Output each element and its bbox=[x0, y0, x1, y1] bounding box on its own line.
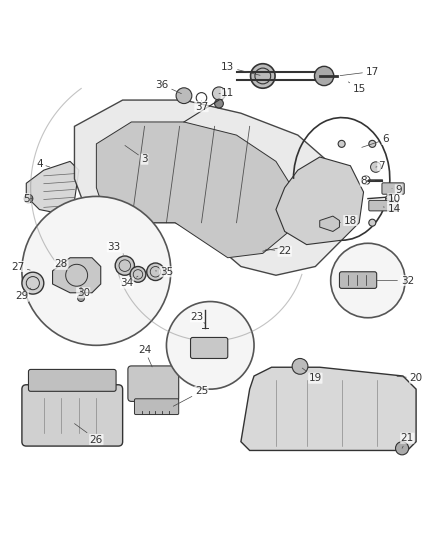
Circle shape bbox=[78, 295, 85, 302]
Circle shape bbox=[22, 272, 44, 294]
Circle shape bbox=[369, 140, 376, 147]
Circle shape bbox=[22, 197, 171, 345]
Text: 18: 18 bbox=[339, 215, 357, 225]
Polygon shape bbox=[96, 122, 298, 258]
Text: 15: 15 bbox=[348, 82, 366, 94]
Text: 29: 29 bbox=[15, 288, 31, 301]
Text: 22: 22 bbox=[265, 246, 291, 256]
Circle shape bbox=[215, 99, 223, 108]
FancyBboxPatch shape bbox=[339, 272, 377, 288]
Text: 14: 14 bbox=[383, 204, 401, 214]
Circle shape bbox=[292, 359, 308, 374]
Text: 13: 13 bbox=[221, 62, 260, 75]
Text: 21: 21 bbox=[401, 433, 414, 448]
FancyBboxPatch shape bbox=[382, 183, 404, 194]
Circle shape bbox=[176, 88, 192, 103]
Circle shape bbox=[371, 162, 381, 172]
Polygon shape bbox=[241, 367, 416, 450]
FancyBboxPatch shape bbox=[22, 385, 123, 446]
Text: 36: 36 bbox=[155, 80, 181, 94]
Text: 37: 37 bbox=[195, 101, 208, 111]
Circle shape bbox=[386, 184, 393, 191]
Circle shape bbox=[369, 219, 376, 226]
FancyBboxPatch shape bbox=[28, 369, 116, 391]
Circle shape bbox=[212, 87, 226, 100]
Polygon shape bbox=[276, 157, 364, 245]
Circle shape bbox=[130, 266, 146, 282]
Polygon shape bbox=[26, 161, 79, 214]
Circle shape bbox=[338, 140, 345, 147]
Circle shape bbox=[251, 64, 275, 88]
Circle shape bbox=[147, 263, 164, 280]
Text: 33: 33 bbox=[107, 242, 124, 254]
Text: 32: 32 bbox=[377, 276, 414, 286]
Text: 27: 27 bbox=[11, 262, 30, 271]
Text: 7: 7 bbox=[376, 161, 385, 171]
Text: 6: 6 bbox=[362, 134, 389, 147]
Text: 11: 11 bbox=[219, 88, 234, 99]
Text: 20: 20 bbox=[397, 373, 423, 383]
Text: 9: 9 bbox=[392, 185, 402, 195]
FancyBboxPatch shape bbox=[369, 200, 398, 211]
FancyBboxPatch shape bbox=[191, 337, 228, 359]
Text: 23: 23 bbox=[191, 312, 205, 324]
Text: 3: 3 bbox=[125, 146, 148, 164]
Text: 8: 8 bbox=[360, 176, 375, 186]
Text: 17: 17 bbox=[340, 67, 379, 77]
Text: 25: 25 bbox=[173, 386, 208, 406]
Text: 28: 28 bbox=[55, 260, 68, 269]
Text: 5: 5 bbox=[23, 193, 33, 204]
Circle shape bbox=[385, 195, 392, 202]
Text: 26: 26 bbox=[74, 424, 103, 445]
Polygon shape bbox=[74, 100, 350, 275]
Circle shape bbox=[166, 302, 254, 389]
Circle shape bbox=[115, 256, 134, 275]
Text: 19: 19 bbox=[302, 368, 322, 383]
Text: 4: 4 bbox=[36, 159, 50, 168]
Polygon shape bbox=[320, 216, 339, 231]
Circle shape bbox=[314, 66, 334, 86]
FancyBboxPatch shape bbox=[128, 366, 179, 401]
Circle shape bbox=[24, 194, 33, 203]
Text: 30: 30 bbox=[77, 288, 90, 298]
Circle shape bbox=[396, 442, 409, 455]
Text: 24: 24 bbox=[138, 345, 152, 367]
Polygon shape bbox=[53, 258, 101, 293]
Text: 10: 10 bbox=[385, 193, 401, 204]
Text: 34: 34 bbox=[120, 276, 138, 288]
FancyBboxPatch shape bbox=[134, 399, 179, 415]
Circle shape bbox=[331, 243, 405, 318]
Text: 35: 35 bbox=[155, 266, 173, 277]
